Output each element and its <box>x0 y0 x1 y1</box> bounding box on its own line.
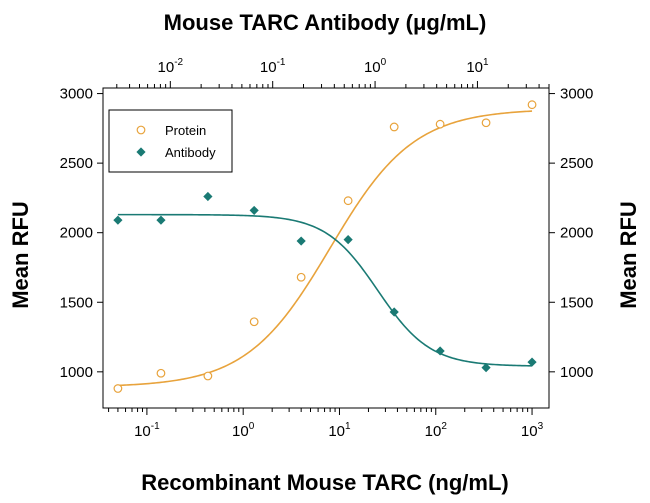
x-tick-label: 101 <box>328 421 351 440</box>
protein-point <box>156 368 166 378</box>
x-tick-label: 102 <box>425 421 448 440</box>
protein-point <box>481 118 491 128</box>
legend-marker-antibody <box>136 147 146 157</box>
legend-box <box>108 109 233 173</box>
y-tick-label-right: 2500 <box>560 155 593 172</box>
antibody-fit-line <box>117 213 533 367</box>
protein-point <box>435 119 445 129</box>
x-axis-label: Recombinant Mouse TARC (ng/mL) <box>141 470 508 495</box>
antibody-point <box>343 235 353 245</box>
y-tick-label-left: 3000 <box>60 86 93 103</box>
top-tick-label: 100 <box>364 57 387 76</box>
y-axis-label-left: Mean RFU <box>8 201 33 309</box>
protein-point <box>113 384 123 393</box>
y-tick-label-right: 1500 <box>560 294 593 311</box>
protein-point <box>296 272 306 282</box>
antibody-point <box>481 363 491 373</box>
protein-fit-line <box>117 110 533 387</box>
protein-point <box>389 122 399 132</box>
top-tick-label: 101 <box>466 57 489 76</box>
protein-point <box>343 196 353 206</box>
y-tick-label-right: 2000 <box>560 225 593 242</box>
x-tick-label: 10-1 <box>134 421 160 440</box>
antibody-point <box>203 191 213 202</box>
axes-group: 10-1 100 101 102 103 10-2 10-1 100 101 1000 1000 15… <box>60 57 594 440</box>
antibody-point <box>113 215 123 225</box>
legend-label-protein: Protein <box>165 123 206 138</box>
legend-marker-protein <box>136 125 146 135</box>
x-tick-label: 100 <box>232 421 255 440</box>
top-tick-label: 10-2 <box>158 57 184 76</box>
legend: Protein Antibody <box>108 109 233 173</box>
y-tick-label-left: 1500 <box>60 294 93 311</box>
y-tick-label-left: 2500 <box>60 155 93 172</box>
top-tick-label: 10-1 <box>260 57 286 76</box>
y-tick-label-left: 2000 <box>60 225 93 242</box>
y-tick-label-right: 1000 <box>560 364 593 381</box>
y-tick-label-left: 1000 <box>60 364 93 381</box>
data-points <box>113 100 537 393</box>
protein-point <box>249 317 259 327</box>
antibody-point <box>296 236 306 246</box>
antibody-point <box>156 215 166 225</box>
antibody-point <box>435 346 445 356</box>
legend-label-antibody: Antibody <box>165 145 216 160</box>
y-axis-label-right: Mean RFU <box>616 201 641 309</box>
fit-curves <box>117 110 533 387</box>
protein-point <box>203 371 213 381</box>
x-tick-label: 103 <box>521 421 544 440</box>
antibody-point <box>527 357 537 367</box>
protein-point <box>527 100 537 110</box>
plot-frame <box>102 87 550 409</box>
antibody-point <box>389 307 399 317</box>
chart-title: Mouse TARC Antibody (μg/mL) <box>164 10 487 35</box>
antibody-point <box>249 205 259 216</box>
y-tick-label-right: 3000 <box>560 86 593 103</box>
